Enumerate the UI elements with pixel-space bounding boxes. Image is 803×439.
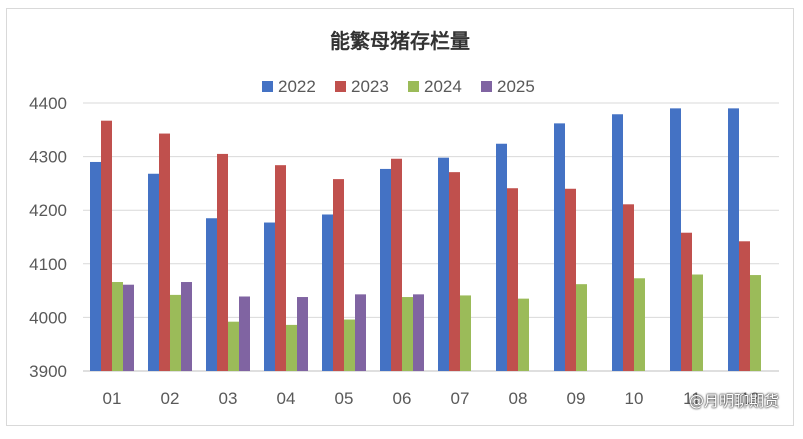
bar-2023-07 (449, 172, 460, 371)
x-axis-ticks: 01 02 03 04 05 06 07 08 09 10 11 12 (103, 389, 760, 408)
bar-2024-10 (634, 278, 645, 371)
bar-2024-08 (518, 298, 529, 371)
bar-2022-09 (554, 123, 565, 371)
bar-2023-03 (217, 153, 228, 371)
bar-2023-02 (159, 133, 170, 371)
bar-2023-09 (565, 188, 576, 371)
bar-2024-07 (460, 295, 471, 371)
legend-label: 2023 (351, 77, 389, 96)
legend-label: 2024 (424, 77, 462, 96)
bar-2023-10 (623, 204, 634, 371)
legend: 2022 2023 2024 2025 (262, 77, 535, 96)
bar-2024-12 (750, 275, 761, 371)
x-tick-label: 05 (335, 389, 354, 408)
bar-2023-12 (739, 241, 750, 371)
chart-frame: 能繁母猪存栏量 3900 4000 4100 4200 4300 4400 01 02 03 0… (6, 8, 794, 426)
y-tick-label: 4100 (29, 255, 67, 274)
bar-2024-11 (692, 274, 703, 371)
bar-2023-04 (275, 165, 286, 371)
bar-2023-06 (391, 158, 402, 371)
y-tick-label: 4300 (29, 148, 67, 167)
bar-2023-11 (681, 232, 692, 371)
bar-2022-07 (438, 157, 449, 371)
bar-2022-10 (612, 114, 623, 372)
x-tick-label: 09 (567, 389, 586, 408)
y-tick-label: 4200 (29, 201, 67, 220)
x-tick-label: 06 (393, 389, 412, 408)
y-tick-label: 4000 (29, 308, 67, 327)
bar-2022-08 (496, 143, 507, 371)
x-tick-label: 07 (451, 389, 470, 408)
y-axis-ticks: 3900 4000 4100 4200 4300 4400 (29, 94, 67, 381)
legend-swatch-2025 (481, 81, 492, 92)
x-tick-label: 11 (683, 389, 701, 408)
bar-2022-11 (670, 108, 681, 372)
x-tick-label: 12 (741, 389, 760, 408)
bar-2024-02 (170, 294, 181, 371)
bar-2022-06 (380, 168, 391, 371)
x-tick-label: 04 (277, 389, 296, 408)
legend-swatch-2022 (262, 81, 273, 92)
bar-2022-04 (264, 222, 275, 371)
bar-2022-05 (322, 214, 333, 371)
y-tick-label: 4400 (29, 94, 67, 113)
bar-2025-02 (181, 282, 192, 371)
legend-label: 2025 (497, 77, 535, 96)
bar-2024-09 (576, 284, 587, 371)
legend-label: 2022 (278, 77, 316, 96)
bar-2025-03 (239, 296, 250, 371)
x-tick-label: 02 (161, 389, 180, 408)
bar-2025-04 (297, 297, 308, 371)
bars (90, 108, 761, 372)
bar-2022-03 (206, 218, 217, 371)
y-tick-label: 3900 (29, 362, 67, 381)
bar-2025-05 (355, 294, 366, 371)
legend-swatch-2024 (408, 81, 419, 92)
bar-2024-04 (286, 324, 297, 371)
bar-2025-01 (123, 284, 134, 371)
bar-2024-05 (344, 319, 355, 371)
bar-2022-02 (148, 173, 159, 371)
x-tick-label: 10 (625, 389, 644, 408)
x-tick-label: 08 (509, 389, 528, 408)
x-tick-label: 01 (103, 389, 122, 408)
bar-2024-01 (112, 282, 123, 371)
bar-2023-08 (507, 188, 518, 371)
legend-swatch-2023 (335, 81, 346, 92)
bar-2025-06 (413, 294, 424, 371)
bar-2023-05 (333, 179, 344, 371)
bar-2024-06 (402, 297, 413, 371)
bar-2022-01 (90, 161, 101, 371)
bar-2024-03 (228, 321, 239, 371)
bar-2023-01 (101, 120, 112, 371)
chart-title: 能繁母猪存栏量 (330, 29, 470, 53)
gridlines (83, 102, 779, 372)
x-tick-label: 03 (219, 389, 238, 408)
watermark-text: @月明聊期货 (688, 392, 779, 410)
bar-2022-12 (728, 108, 739, 372)
